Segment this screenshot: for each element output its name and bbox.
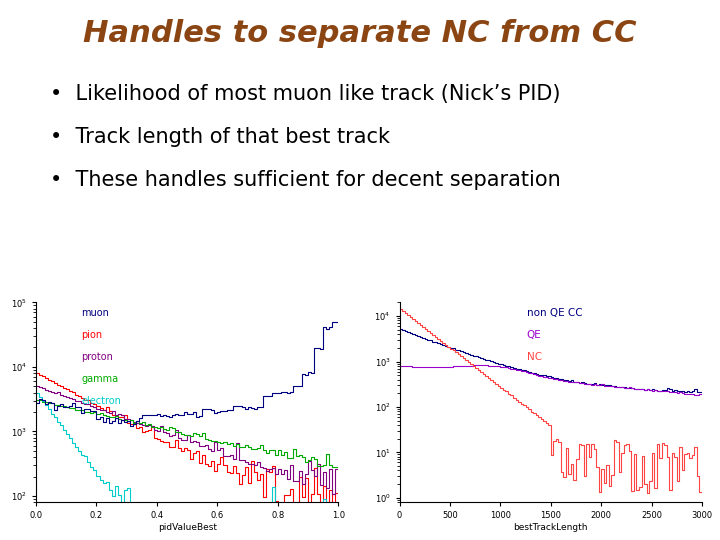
Text: QE: QE [526, 330, 541, 340]
Text: non QE CC: non QE CC [526, 308, 582, 319]
X-axis label: pidValueBest: pidValueBest [158, 523, 217, 532]
Text: •  Track length of that best track: • Track length of that best track [50, 127, 390, 147]
Text: Handles to separate NC from CC: Handles to separate NC from CC [84, 19, 636, 48]
Text: •  These handles sufficient for decent separation: • These handles sufficient for decent se… [50, 170, 561, 190]
Text: electron: electron [81, 396, 121, 406]
Text: gamma: gamma [81, 374, 119, 384]
Text: •  Likelihood of most muon like track (Nick’s PID): • Likelihood of most muon like track (Ni… [50, 84, 561, 104]
Text: muon: muon [81, 308, 109, 319]
Text: pion: pion [81, 330, 102, 340]
Text: proton: proton [81, 352, 113, 362]
Text: NC: NC [526, 352, 541, 362]
X-axis label: bestTrackLength: bestTrackLength [513, 523, 588, 532]
